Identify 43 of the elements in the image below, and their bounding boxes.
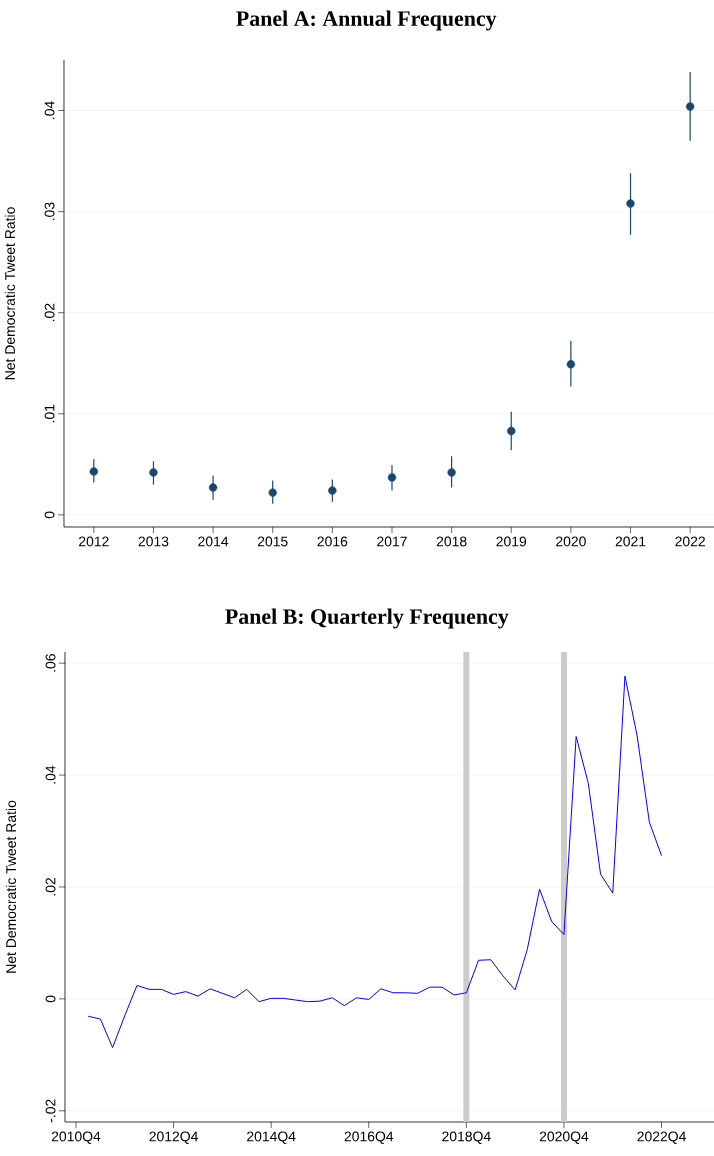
y-tick-label: 0 <box>44 511 55 519</box>
point <box>149 468 158 477</box>
point <box>447 468 456 477</box>
x-tick-label: 2014 <box>198 536 229 547</box>
point <box>685 102 695 111</box>
x-tick-label: 2021 <box>615 536 646 547</box>
point <box>626 199 635 208</box>
y-tick-label: .03 <box>44 202 55 221</box>
y-tick-label: 0 <box>45 995 56 1003</box>
chart-title: Panel B: Quarterly Frequency <box>225 608 509 629</box>
x-tick-label: 2015 <box>257 536 288 547</box>
x-tick-label: 2018 <box>436 536 467 547</box>
y-tick-label: .04 <box>44 101 55 119</box>
x-tick-label: 2014Q4 <box>247 1131 296 1144</box>
x-tick-label: 2022 <box>675 536 705 547</box>
x-tick-label: 2018Q4 <box>442 1131 491 1144</box>
chart-title: Panel A: Annual Frequency <box>236 10 497 31</box>
x-tick-label: 2019 <box>496 536 527 547</box>
point <box>328 486 337 495</box>
y-axis-title: Net Democratic Tweet Ratio <box>4 207 15 380</box>
y-tick-label: .04 <box>45 765 56 784</box>
point <box>268 488 277 497</box>
y-tick-label: .02 <box>45 877 56 896</box>
y-axis-title: Net Democratic Tweet Ratio <box>5 800 17 973</box>
x-tick-label: 2016Q4 <box>344 1131 394 1144</box>
x-tick-label: 2010Q4 <box>51 1131 101 1144</box>
x-tick-label: 2013 <box>138 536 169 547</box>
x-tick-label: 2012 <box>79 536 109 547</box>
point <box>387 473 397 482</box>
x-tick-label: 2020Q4 <box>539 1131 589 1144</box>
x-tick-label: 2012Q4 <box>149 1131 198 1144</box>
point <box>566 360 576 369</box>
y-tick-label: .06 <box>45 654 56 672</box>
x-tick-label: 2020 <box>556 536 586 547</box>
x-tick-label: 2016 <box>317 536 348 547</box>
y-tick-label: -.02 <box>45 1099 56 1123</box>
point <box>89 467 98 476</box>
x-tick-label: 2022Q4 <box>637 1131 686 1144</box>
y-tick-label: .02 <box>44 303 55 322</box>
point <box>208 483 218 492</box>
x-tick-label: 2017 <box>377 536 407 547</box>
point <box>507 426 516 436</box>
y-tick-label: .01 <box>44 404 55 423</box>
